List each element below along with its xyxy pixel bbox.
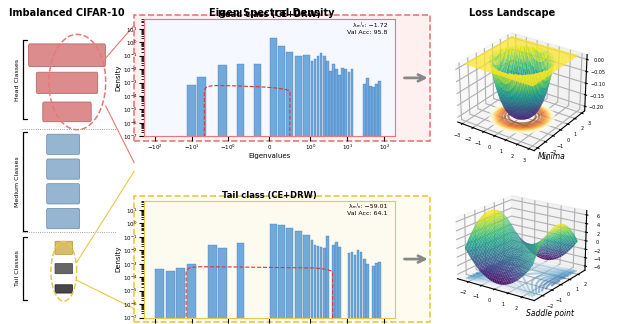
Bar (310, 61, 313, 324)
Bar (187, 85, 196, 324)
Bar (378, 81, 381, 324)
X-axis label: Eigenvalues: Eigenvalues (248, 153, 291, 159)
Bar (372, 266, 375, 324)
Bar (278, 225, 285, 324)
Bar (253, 64, 260, 324)
Bar (278, 46, 285, 324)
Bar (354, 255, 356, 324)
Bar (326, 236, 328, 324)
Text: λₘᴵₙ: −59.01
Val Acc: 64.1: λₘᴵₙ: −59.01 Val Acc: 64.1 (348, 204, 388, 216)
Bar (187, 264, 196, 324)
FancyBboxPatch shape (55, 263, 72, 274)
Text: Saddle point: Saddle point (526, 309, 574, 318)
Bar (351, 252, 353, 324)
Bar (176, 268, 185, 324)
Bar (335, 69, 338, 324)
Bar (166, 272, 175, 324)
Bar (348, 72, 350, 324)
Bar (335, 242, 338, 324)
Bar (218, 248, 227, 324)
Text: Head Classes: Head Classes (15, 59, 20, 101)
Bar (270, 38, 277, 324)
Bar (303, 55, 310, 324)
Bar (375, 84, 378, 324)
Y-axis label: Density: Density (115, 64, 122, 91)
Bar (317, 56, 319, 324)
Text: Medium Classes: Medium Classes (15, 156, 20, 207)
Bar (314, 245, 316, 324)
Bar (372, 87, 375, 324)
Bar (270, 224, 277, 324)
Bar (287, 228, 293, 324)
Title: Head class (CE+DRW): Head class (CE+DRW) (218, 10, 321, 19)
Bar (363, 259, 365, 324)
Bar (369, 86, 372, 324)
Bar (332, 64, 335, 324)
Y-axis label: Density: Density (115, 246, 122, 272)
Bar (351, 69, 353, 324)
Bar (356, 250, 360, 324)
Bar (360, 252, 362, 324)
FancyBboxPatch shape (55, 241, 72, 254)
Bar (363, 84, 365, 324)
Bar (326, 61, 328, 324)
Bar (329, 71, 332, 324)
Bar (366, 264, 369, 324)
Bar (314, 59, 316, 324)
FancyBboxPatch shape (47, 208, 79, 229)
FancyBboxPatch shape (43, 102, 92, 122)
FancyBboxPatch shape (36, 72, 98, 93)
Bar (197, 77, 206, 324)
Bar (344, 69, 347, 324)
Text: Eigen Spectral Density: Eigen Spectral Density (209, 8, 335, 18)
Bar (303, 235, 310, 324)
FancyBboxPatch shape (47, 184, 79, 204)
Title: Tail class (CE+DRW): Tail class (CE+DRW) (222, 191, 317, 200)
Text: Imbalanced CIFAR-10: Imbalanced CIFAR-10 (10, 8, 125, 18)
FancyBboxPatch shape (55, 285, 72, 293)
Bar (378, 262, 381, 324)
Bar (237, 64, 244, 324)
Bar (341, 68, 344, 324)
FancyBboxPatch shape (47, 159, 79, 179)
Bar (317, 246, 319, 324)
Bar (294, 231, 301, 324)
Bar (332, 245, 335, 324)
Text: Minima: Minima (538, 152, 566, 161)
Bar (339, 75, 341, 324)
Bar (348, 253, 350, 324)
Bar (294, 56, 301, 324)
Text: Tail Classes: Tail Classes (15, 250, 20, 286)
Text: λₘᴵₙ: −1.72
Val Acc: 95.8: λₘᴵₙ: −1.72 Val Acc: 95.8 (348, 23, 388, 35)
Bar (320, 53, 323, 324)
Bar (366, 78, 369, 324)
Bar (310, 239, 313, 324)
FancyBboxPatch shape (47, 134, 79, 155)
Bar (323, 56, 326, 324)
Bar (208, 245, 217, 324)
Bar (320, 247, 323, 324)
Bar (323, 248, 326, 324)
Bar (339, 247, 341, 324)
FancyBboxPatch shape (29, 44, 106, 66)
Text: Loss Landscape: Loss Landscape (469, 8, 555, 18)
Bar (156, 269, 164, 324)
Bar (237, 243, 244, 324)
Bar (218, 65, 227, 324)
Bar (375, 263, 378, 324)
Bar (287, 52, 293, 324)
